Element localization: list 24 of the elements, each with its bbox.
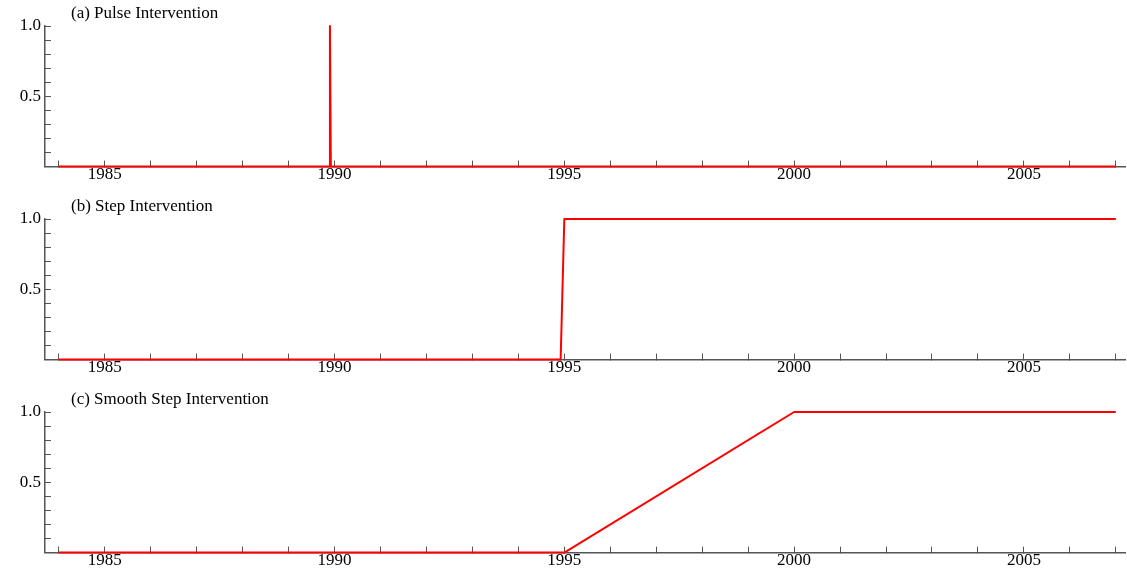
x-tick-label: 1985 (87, 164, 122, 184)
x-tick-label: 2005 (1006, 164, 1041, 184)
y-tick-label: 0.5 (19, 278, 41, 298)
y-tick-label: 1.0 (19, 401, 41, 421)
x-tick-label: 2005 (1006, 550, 1041, 570)
x-tick-label: 2000 (777, 357, 812, 377)
x-tick-label: 1990 (317, 164, 352, 184)
x-tick-label: 1995 (547, 550, 582, 570)
y-tick-label: 0.5 (19, 85, 41, 105)
x-tick-label: 1995 (547, 357, 582, 377)
x-tick-label: 1985 (87, 550, 122, 570)
y-tick-label: 0.5 (19, 471, 41, 491)
chart-title: (c) Smooth Step Intervention (71, 388, 270, 408)
y-tick-label: 1.0 (19, 208, 41, 228)
chart-title: (a) Pulse Intervention (71, 2, 219, 22)
x-tick-label: 1990 (317, 357, 352, 377)
x-tick-label: 2000 (777, 164, 812, 184)
x-tick-label: 1985 (87, 357, 122, 377)
x-tick-label: 2000 (777, 550, 812, 570)
x-tick-label: 1990 (317, 550, 352, 570)
chart-title: (b) Step Intervention (71, 195, 214, 215)
x-tick-label: 2005 (1006, 357, 1041, 377)
x-tick-label: 1995 (547, 164, 582, 184)
y-tick-label: 1.0 (19, 15, 41, 35)
